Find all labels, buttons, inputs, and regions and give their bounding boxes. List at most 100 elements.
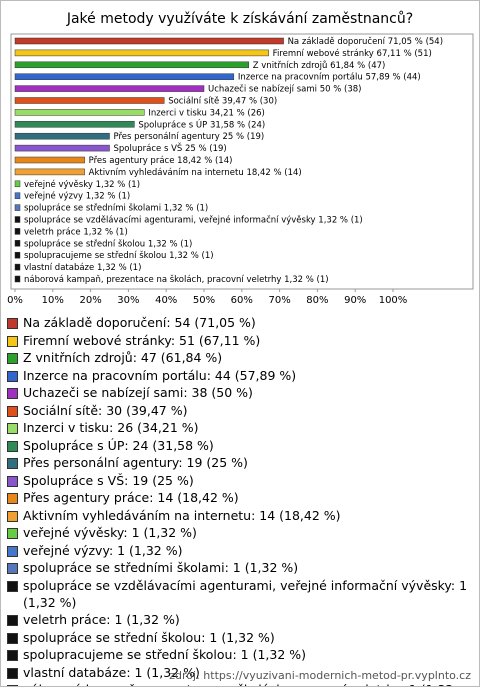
legend-swatch bbox=[7, 335, 18, 347]
bar-value-label: 1,32 % (1) bbox=[148, 239, 192, 249]
legend-label: veřejné výzvy: 1 (1,32 %) bbox=[23, 542, 183, 558]
bar-label: Přes agentury práce 18,42 % (14) bbox=[89, 156, 233, 166]
bar-label: spolupráce se vzdělávacími agenturami, v… bbox=[24, 214, 363, 225]
bar-category: vlastní databáze bbox=[24, 263, 94, 273]
bar bbox=[14, 275, 21, 283]
legend-swatch bbox=[7, 353, 18, 364]
bar-category: spolupráce se vzdělávacími agenturami, v… bbox=[24, 214, 316, 225]
bar-label: Inzerce na pracovním portálu 57,89 % (44… bbox=[238, 72, 421, 82]
legend-label: Uchazeči se nabízejí sami: 38 (50 %) bbox=[23, 385, 253, 400]
legend-label: Spolupráce s VŠ: 19 (25 %) bbox=[23, 472, 194, 488]
bar-category: Z vnitřních zdrojů bbox=[253, 59, 328, 70]
legend-item: veletrh práce: 1 (1,32 %) bbox=[7, 611, 469, 628]
bar-value-label: 1,32 % (1) bbox=[86, 191, 130, 201]
bar-category: Sociální sítě bbox=[168, 96, 219, 106]
legend-label: Aktivním vyhledáváním na internetu: 14 (… bbox=[23, 507, 341, 523]
bar-category: spolupráce se střední školou bbox=[24, 238, 145, 249]
x-tick-label: 20% bbox=[79, 295, 101, 306]
legend-label: Sociální sítě: 30 (39,47 %) bbox=[23, 402, 188, 418]
legend-label: Firemní webové stránky: 51 (67,11 %) bbox=[23, 332, 261, 348]
x-tick-label: 70% bbox=[268, 295, 290, 306]
legend-label: Na základě doporučení: 54 (71,05 %) bbox=[23, 315, 256, 330]
legend-swatch bbox=[7, 580, 18, 592]
bar-value-label: 1,32 % (1) bbox=[169, 251, 213, 261]
legend-label: spolupráce se vzdělávacími agenturami, v… bbox=[23, 577, 468, 610]
x-tick-label: 0% bbox=[7, 295, 23, 306]
legend-item: Sociální sítě: 30 (39,47 %) bbox=[7, 402, 469, 419]
bar-label: Sociální sítě 39,47 % (30) bbox=[168, 96, 277, 106]
bar-value-label: 61,84 % (47) bbox=[330, 60, 385, 70]
x-tick-label: 60% bbox=[231, 295, 253, 306]
legend-label: Inzerce na pracovním portálu: 44 (57,89 … bbox=[23, 367, 297, 383]
bar-label: Přes personální agentury 25 % (19) bbox=[114, 132, 265, 142]
legend-swatch bbox=[7, 528, 18, 539]
legend: Na základě doporučení: 54 (71,05 %) Firem… bbox=[7, 314, 469, 686]
legend-swatch bbox=[7, 510, 18, 522]
bar bbox=[14, 144, 110, 152]
bar bbox=[14, 180, 21, 188]
legend-swatch bbox=[7, 667, 18, 679]
bar-label: Inzerci v tisku 34,21 % (26) bbox=[148, 108, 265, 118]
chart-title: Jaké metody využíváte k získávání zaměst… bbox=[66, 11, 413, 27]
legend-label: spolupracujeme se střední školou: 1 (1,3… bbox=[23, 647, 307, 662]
source: zdroj: https://vyuzivani-modernich-metod… bbox=[169, 669, 471, 682]
bar bbox=[14, 156, 85, 164]
legend-item: náborová kampaň, prezentace na školách, … bbox=[7, 681, 469, 686]
bar bbox=[14, 121, 135, 128]
bar-value-label: 1,32 % (1) bbox=[83, 227, 127, 237]
x-tick-label: 50% bbox=[193, 295, 215, 306]
bar-label: Firemní webové stránky 67,11 % (51) bbox=[273, 47, 432, 58]
bar-value-label: 34,21 % (26) bbox=[210, 108, 265, 118]
bar bbox=[14, 251, 21, 259]
legend-label: spolupráce se střední školou: 1 (1,32 %) bbox=[23, 629, 275, 645]
bar bbox=[14, 49, 269, 57]
legend-swatch bbox=[7, 405, 18, 417]
legend-item: veřejné výzvy: 1 (1,32 %) bbox=[7, 542, 469, 559]
legend-swatch bbox=[7, 493, 18, 504]
legend-label: Přes personální agentury: 19 (25 %) bbox=[23, 455, 248, 470]
bar bbox=[14, 263, 21, 271]
bar bbox=[14, 97, 165, 104]
legend-item: Aktivním vyhledáváním na internetu: 14 (… bbox=[7, 507, 469, 524]
legend-label: náborová kampaň, prezentace na školách, … bbox=[23, 681, 469, 686]
bar bbox=[14, 192, 21, 199]
bar-category: spolupráce se středními školami bbox=[24, 202, 161, 213]
legend-swatch bbox=[7, 650, 18, 661]
bar-value-label: 1,32 % (1) bbox=[164, 203, 208, 213]
bar bbox=[14, 168, 85, 176]
bar-label: Spolupráce s VŠ 25 % (19) bbox=[114, 142, 227, 154]
bar-category: Přes agentury práce bbox=[89, 156, 175, 166]
bar-label: veřejné vývěsky 1,32 % (1) bbox=[24, 178, 140, 189]
bar-label: Uchazeči se nabízejí sami 50 % (38) bbox=[208, 83, 361, 94]
legend-item: Z vnitřních zdrojů: 47 (61,84 %) bbox=[7, 349, 469, 366]
bar-value-label: 1,32 % (1) bbox=[97, 263, 141, 273]
x-tick-label: 30% bbox=[117, 295, 139, 306]
legend-swatch bbox=[7, 388, 18, 399]
bar-category: spolupracujeme se střední školou bbox=[24, 250, 166, 261]
bar bbox=[14, 216, 21, 223]
legend-label: Přes agentury práce: 14 (18,42 %) bbox=[23, 490, 239, 505]
bar-category: náborová kampaň, prezentace na školách, … bbox=[24, 274, 281, 285]
legend-label: Z vnitřních zdrojů: 47 (61,84 %) bbox=[23, 350, 223, 365]
bar-value-label: 18,42 % (14) bbox=[177, 156, 232, 166]
legend-item: Inzerci v tisku: 26 (34,21 %) bbox=[7, 419, 469, 436]
bar bbox=[14, 73, 235, 80]
bar bbox=[14, 85, 205, 92]
bar bbox=[14, 204, 21, 211]
bar-value-label: 50 % (38) bbox=[320, 84, 362, 94]
legend-item: spolupráce se střední školou: 1 (1,32 %) bbox=[7, 629, 469, 646]
bar-value-label: 25 % (19) bbox=[185, 144, 227, 154]
legend-item: Spolupráce s ÚP: 24 (31,58 %) bbox=[7, 437, 469, 454]
bar-value-label: 57,89 % (44) bbox=[365, 72, 420, 82]
bar-category: Uchazeči se nabízejí sami bbox=[208, 83, 317, 94]
legend-item: Přes personální agentury: 19 (25 %) bbox=[7, 454, 469, 471]
legend-swatch bbox=[7, 685, 18, 686]
legend-item: spolupracujeme se střední školou: 1 (1,3… bbox=[7, 646, 469, 663]
legend-item: Firemní webové stránky: 51 (67,11 %) bbox=[7, 332, 469, 349]
legend-item: Přes agentury práce: 14 (18,42 %) bbox=[7, 489, 469, 506]
bar-value-label: 67,11 % (51) bbox=[377, 48, 432, 58]
legend-swatch bbox=[7, 615, 18, 626]
bar-value-label: 31,58 % (24) bbox=[210, 120, 265, 130]
legend-item: Uchazeči se nabízejí sami: 38 (50 %) bbox=[7, 384, 469, 401]
bar bbox=[14, 109, 145, 116]
